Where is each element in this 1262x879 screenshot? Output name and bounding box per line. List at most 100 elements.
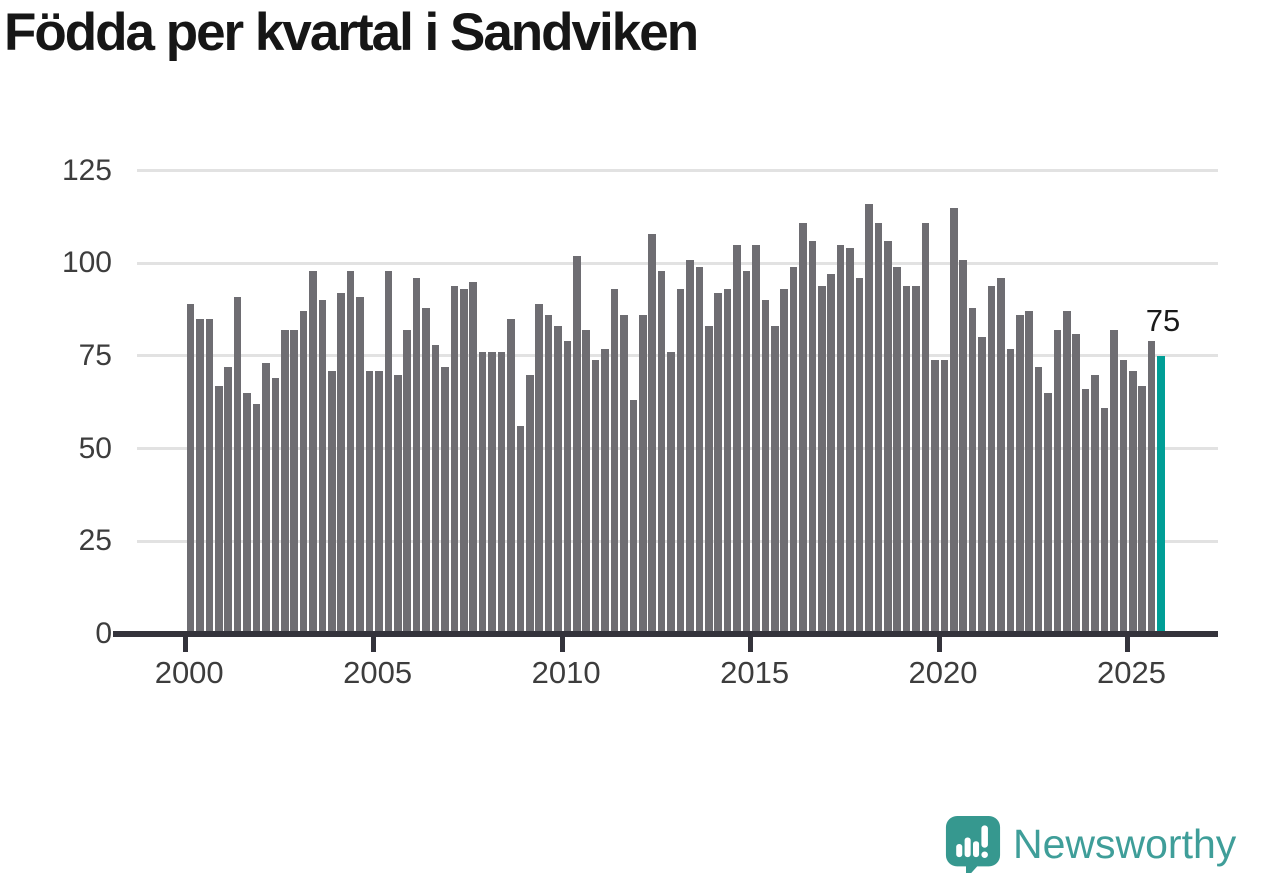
bar	[196, 318, 204, 634]
bar	[695, 267, 704, 634]
bar	[686, 259, 694, 634]
bar	[1110, 330, 1118, 634]
bar	[1053, 330, 1062, 634]
bar	[733, 244, 741, 634]
bar	[309, 270, 317, 634]
bar	[818, 285, 826, 634]
y-tick-label: 75	[78, 338, 112, 372]
bar	[459, 289, 468, 634]
bar	[422, 307, 430, 634]
bar	[667, 352, 675, 634]
bar	[394, 374, 402, 634]
bar	[959, 259, 967, 634]
bar	[968, 307, 977, 634]
bar	[516, 426, 525, 634]
bar	[262, 363, 270, 634]
bar	[591, 359, 600, 634]
bar	[1034, 367, 1043, 634]
x-tick-label: 2020	[908, 655, 978, 690]
bar	[431, 344, 440, 634]
bar	[978, 337, 986, 634]
bar	[271, 378, 280, 634]
bar	[290, 330, 298, 634]
bar	[657, 270, 666, 634]
bar	[855, 278, 864, 634]
bar	[761, 300, 770, 634]
bar	[752, 244, 760, 634]
bar	[469, 281, 477, 634]
x-tick-label: 2005	[343, 655, 413, 690]
newsworthy-chart-bubble-icon	[945, 816, 1001, 873]
bar	[365, 370, 374, 634]
bar	[384, 270, 393, 634]
bar	[554, 326, 562, 634]
bar	[912, 285, 920, 634]
y-tick-label: 50	[78, 431, 112, 465]
bar	[949, 207, 958, 634]
bar	[836, 244, 845, 634]
x-tick	[371, 634, 377, 652]
bar	[328, 370, 336, 634]
bar	[648, 233, 657, 634]
bar	[346, 270, 355, 634]
bar	[893, 267, 902, 634]
bar	[488, 352, 496, 634]
bar	[356, 296, 364, 634]
bar	[789, 267, 798, 634]
bar	[507, 318, 515, 634]
y-tick-label: 125	[61, 153, 112, 187]
bar	[224, 367, 232, 634]
bar	[676, 289, 685, 634]
bar	[629, 400, 638, 634]
bar	[280, 330, 289, 634]
bar	[1025, 311, 1033, 634]
bar	[846, 248, 854, 634]
bar	[450, 285, 459, 634]
y-tick-label: 25	[78, 524, 112, 558]
bar	[874, 222, 883, 634]
bar	[1081, 389, 1090, 634]
bar	[799, 222, 807, 634]
bar	[902, 285, 911, 634]
bar	[525, 374, 534, 634]
bar-highlighted	[1157, 355, 1165, 634]
bar	[233, 296, 242, 634]
bar	[987, 285, 996, 634]
x-tick	[1125, 634, 1130, 652]
bar	[299, 311, 308, 634]
bar	[441, 367, 449, 634]
bar	[601, 348, 609, 634]
bar	[827, 274, 836, 634]
bar	[535, 304, 543, 634]
x-tick	[559, 634, 565, 652]
bar	[620, 315, 628, 634]
gridline-y-125	[137, 169, 1218, 173]
x-tick-label: 2000	[154, 655, 224, 690]
bar	[808, 241, 817, 634]
x-tick	[182, 634, 188, 652]
bar	[318, 300, 327, 634]
bar	[940, 359, 949, 634]
bar	[1129, 370, 1137, 634]
bar	[563, 341, 572, 634]
bar	[186, 304, 195, 634]
bar	[1138, 385, 1147, 634]
bar	[403, 330, 412, 634]
x-axis-line	[113, 631, 1218, 637]
bar	[921, 222, 930, 634]
bar	[865, 203, 873, 634]
y-tick-label: 100	[61, 246, 112, 280]
bar	[205, 318, 214, 634]
bar	[478, 352, 487, 634]
bar	[714, 292, 722, 634]
bar	[639, 315, 647, 634]
bar	[610, 289, 619, 634]
bar	[1063, 311, 1071, 634]
x-tick	[748, 634, 754, 652]
bar	[1072, 333, 1081, 634]
bar	[1119, 359, 1128, 634]
bar	[931, 359, 939, 634]
bar	[412, 278, 421, 634]
bar	[1044, 393, 1052, 634]
